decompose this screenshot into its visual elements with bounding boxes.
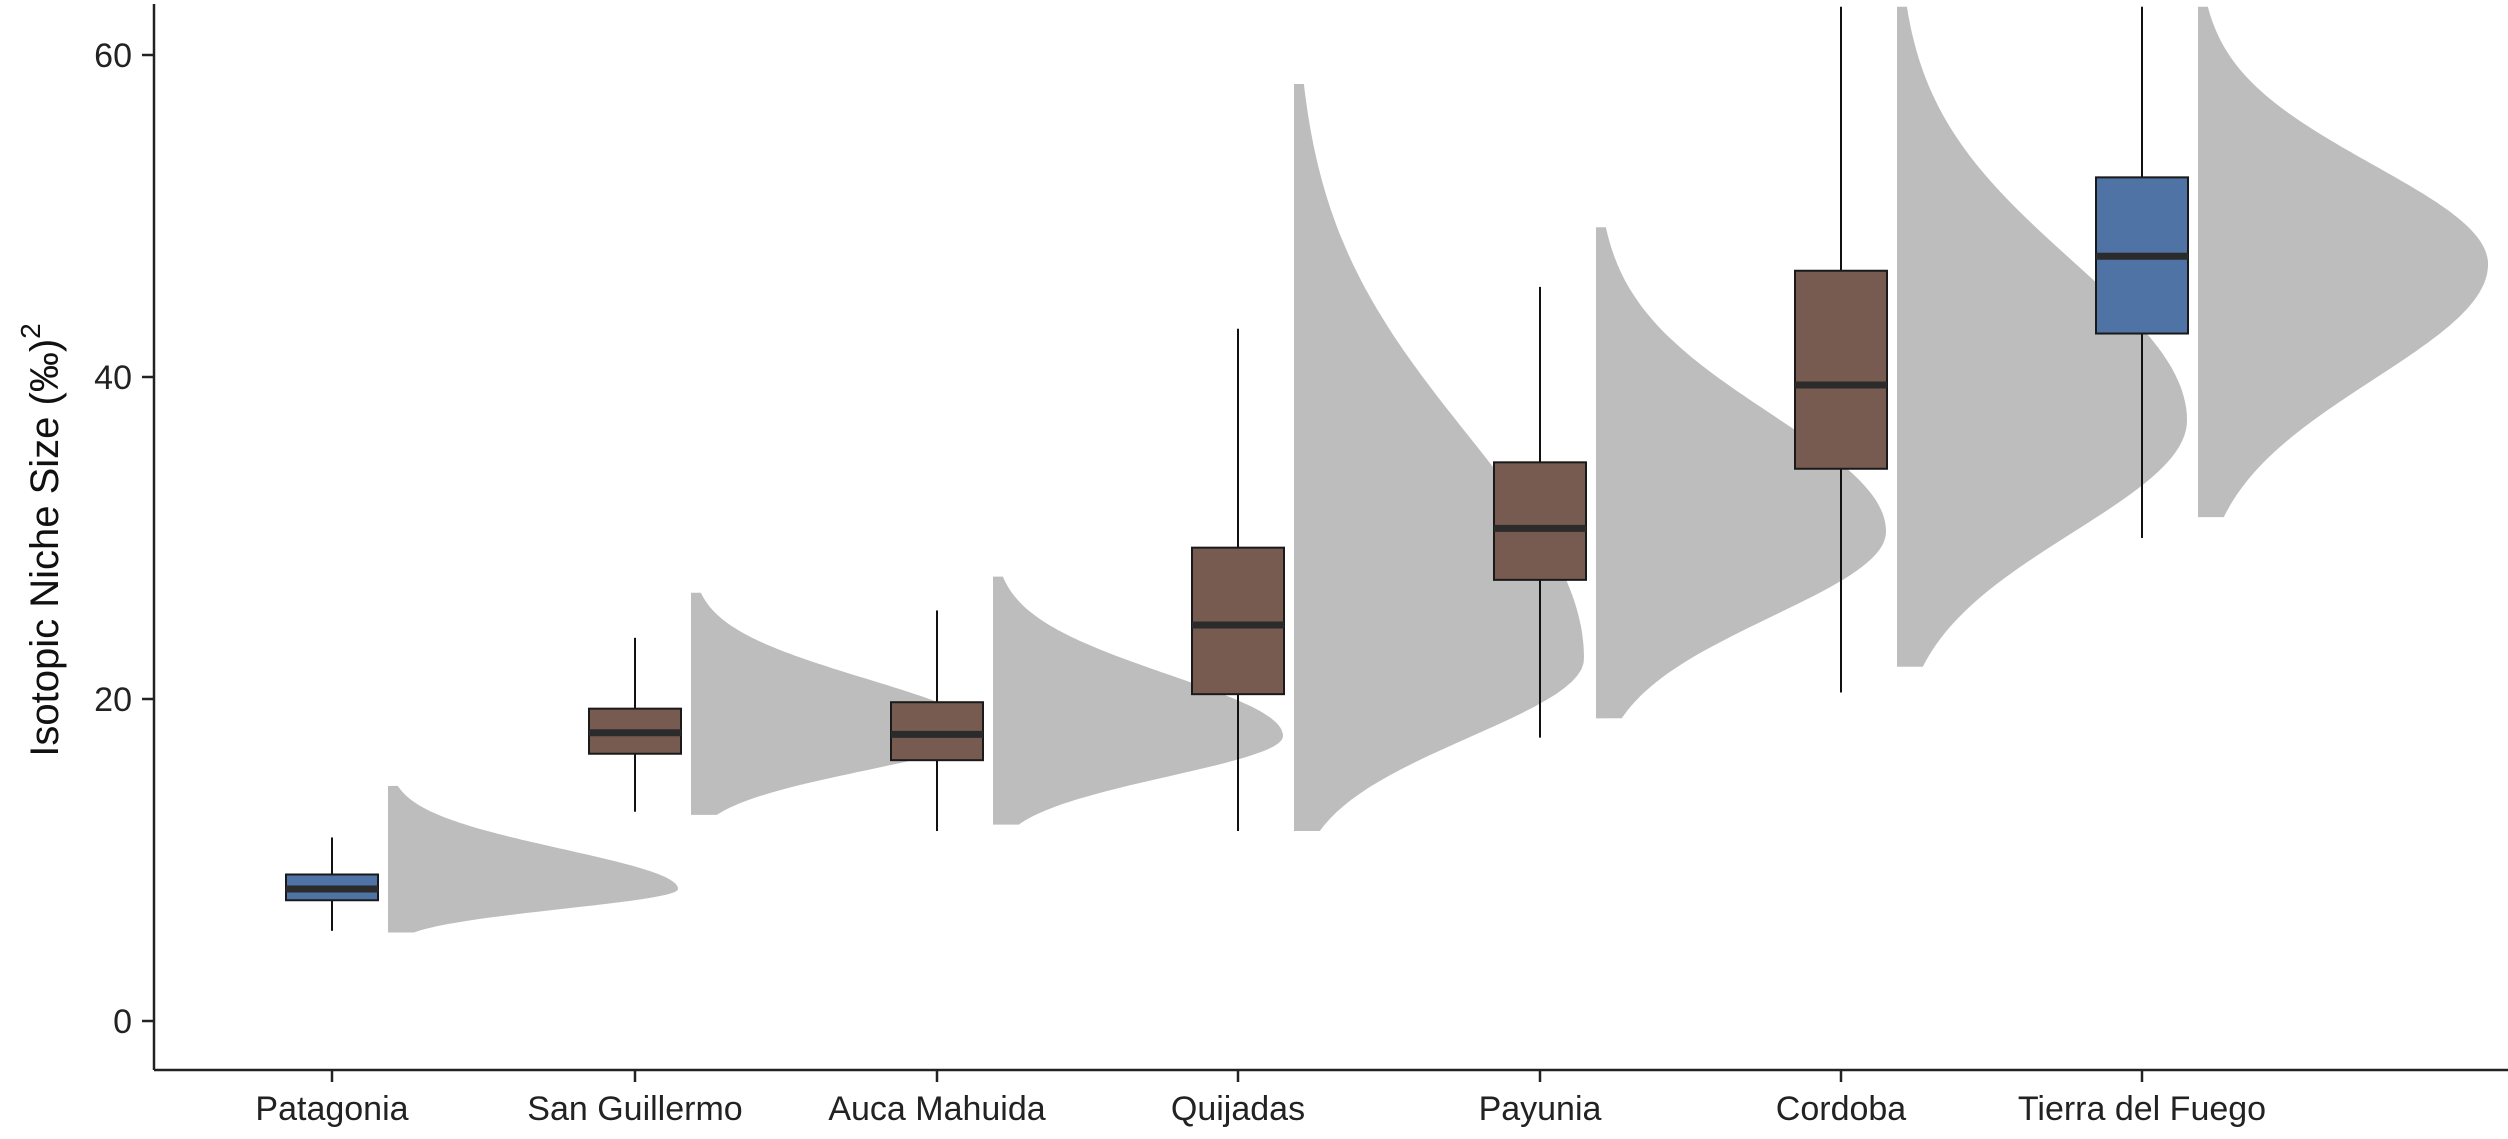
density-layer bbox=[388, 6, 2488, 933]
density-shape bbox=[2198, 6, 2488, 518]
iqr-box bbox=[1794, 269, 1888, 470]
x-tick-label: Tierra del Fuego bbox=[2018, 1090, 2266, 1128]
y-tick-label: 20 bbox=[94, 681, 132, 719]
y-tick-label: 60 bbox=[94, 37, 132, 75]
x-tick-label: San Guillermo bbox=[527, 1090, 742, 1128]
box-layer bbox=[285, 6, 2189, 931]
density-shape bbox=[1294, 83, 1584, 832]
axes-layer: 0 20 40 60 Patagonia San Guillermo Auca Mahuid… bbox=[94, 4, 2508, 1128]
y-axis-title-superscript: 2 bbox=[15, 323, 46, 339]
x-tick-label: Patagonia bbox=[255, 1090, 408, 1128]
density-shape bbox=[1596, 227, 1886, 719]
x-tick-label: Quijadas bbox=[1171, 1090, 1305, 1128]
iqr-box bbox=[1493, 461, 1587, 581]
density-shape bbox=[993, 576, 1283, 825]
y-axis-title: Isotopic Niche Size (‰)2 bbox=[15, 323, 67, 757]
density-shape bbox=[1897, 6, 2187, 667]
x-tick-label: Cordoba bbox=[1776, 1090, 1907, 1128]
y-tick-label: 0 bbox=[113, 1003, 132, 1041]
x-tick-label: Auca Mahuida bbox=[828, 1090, 1045, 1128]
y-axis-title-text: Isotopic Niche Size (‰) bbox=[23, 339, 67, 757]
iqr-box bbox=[1191, 546, 1285, 696]
x-tick-label: Payunia bbox=[1479, 1090, 1602, 1128]
density-shape bbox=[388, 785, 678, 933]
y-tick-label: 40 bbox=[94, 359, 132, 397]
